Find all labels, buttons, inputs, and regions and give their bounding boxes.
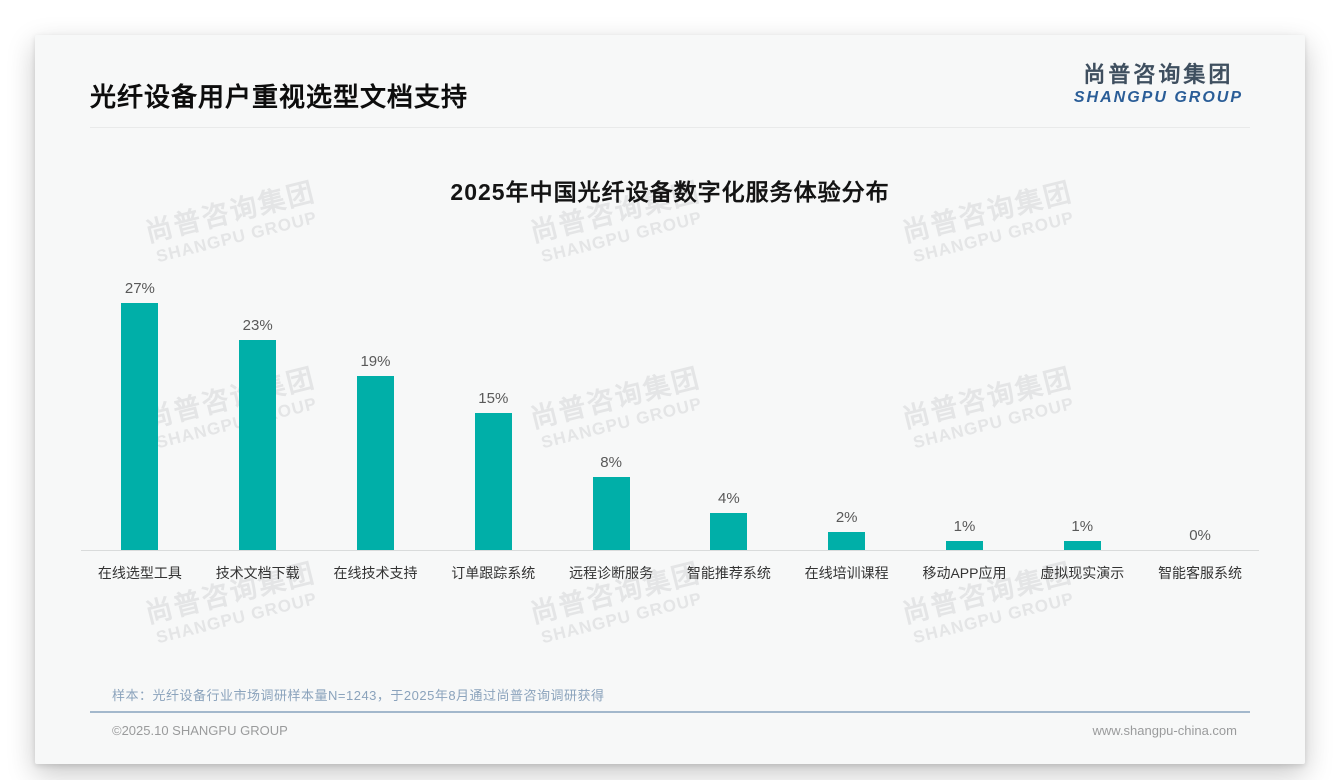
page-title: 光纤设备用户重视选型文档支持: [90, 82, 469, 112]
bar: [828, 532, 866, 550]
category-label: 在线技术支持: [333, 565, 418, 581]
bar: [945, 541, 983, 550]
bar-value-label: 27%: [124, 280, 155, 297]
bar-column: 19%: [317, 266, 435, 550]
category-label: 在线选型工具: [97, 565, 182, 581]
category-label: 虚拟现实演示: [1040, 565, 1125, 581]
bar-column: 1%: [906, 266, 1024, 550]
bar-column: 0%: [1141, 266, 1259, 550]
bar-chart-plot-area: 27% 23% 19% 15% 8% 4% 2% 1% 1% 0%: [81, 266, 1259, 551]
bar-column: 2%: [788, 266, 906, 550]
category-label: 远程诊断服务: [569, 565, 654, 581]
x-axis-category-labels: 在线选型工具 技术文档下载 在线技术支持 订单跟踪系统 远程诊断服务 智能推荐系统 在线培训…: [81, 563, 1259, 583]
bar-value-label: 1%: [953, 518, 976, 535]
bar-value-label: 8%: [600, 454, 622, 471]
watermark-english-text: SHANGPU GROUP: [539, 207, 705, 267]
bar-column: 8%: [552, 266, 670, 550]
bar: [592, 477, 630, 550]
category-label: 在线培训课程: [804, 565, 889, 581]
logo-chinese-text: 尚普咨询集团: [1083, 62, 1234, 87]
bar-value-label: 19%: [360, 353, 391, 370]
bar-value-label: 2%: [835, 509, 858, 526]
watermark-english-text: SHANGPU GROUP: [911, 588, 1077, 648]
category-label: 智能推荐系统: [686, 565, 771, 581]
footer-divider: [90, 711, 1250, 713]
title-divider: [90, 127, 1250, 128]
bar-column: 1%: [1023, 266, 1141, 550]
category-label: 智能客服系统: [1158, 565, 1243, 581]
bar-value-label: 4%: [718, 490, 740, 507]
watermark-english-text: SHANGPU GROUP: [911, 207, 1077, 267]
bar: [474, 413, 512, 550]
chart-title: 2025年中国光纤设备数字化服务体验分布: [450, 179, 890, 205]
bar-column: 23%: [199, 266, 317, 550]
bar: [356, 376, 394, 550]
category-label: 技术文档下载: [215, 565, 300, 581]
bar-column: 15%: [434, 266, 552, 550]
sample-footnote: 样本：光纤设备行业市场调研样本量N=1243，于2025年8月通过尚普咨询调研获…: [112, 688, 605, 703]
company-logo: 尚普咨询集团 SHANGPU GROUP: [1074, 57, 1243, 107]
bar-value-label: 15%: [478, 390, 509, 407]
watermark-english-text: SHANGPU GROUP: [154, 588, 320, 648]
website-url: www.shangpu-china.com: [1092, 723, 1237, 738]
bar: [710, 513, 748, 550]
bar: [239, 340, 277, 550]
bar-column: 4%: [670, 266, 788, 550]
bar-value-label: 23%: [242, 317, 273, 334]
bar-value-label: 1%: [1071, 518, 1094, 535]
bar: [121, 303, 159, 550]
watermark-english-text: SHANGPU GROUP: [154, 207, 320, 267]
copyright-text: ©2025.10 SHANGPU GROUP: [112, 723, 288, 738]
watermark-english-text: SHANGPU GROUP: [539, 588, 705, 648]
bar: [1063, 541, 1101, 550]
category-label: 移动APP应用: [922, 565, 1007, 581]
slide-card: 尚普咨询集团 SHANGPU GROUP 尚普咨询集团 SHANGPU GROUP 尚普…: [35, 35, 1305, 764]
logo-english-text: SHANGPU GROUP: [1073, 89, 1243, 106]
bar-value-label: 0%: [1189, 527, 1211, 544]
category-label: 订单跟踪系统: [451, 565, 536, 581]
bar-column: 27%: [81, 266, 199, 550]
